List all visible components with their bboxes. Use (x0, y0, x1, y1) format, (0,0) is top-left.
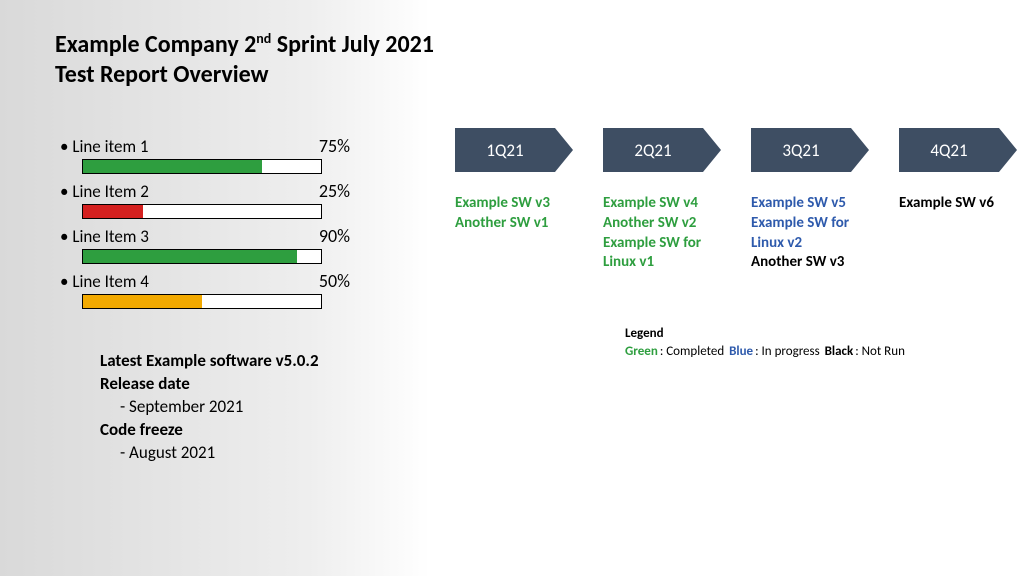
quarter-items: Example SW v3Another SW v1 (455, 194, 583, 233)
progress-bar-fill (83, 250, 297, 263)
legend-row: Green: Completed Blue: In progress Black… (625, 343, 907, 361)
release-date-value: - September 2021 (120, 396, 319, 419)
progress-bar (82, 204, 322, 219)
progress-bar-fill (83, 205, 143, 218)
release-date-label: Release date (100, 373, 319, 396)
quarter-item: Linux v2 (751, 234, 879, 253)
code-freeze-label: Code freeze (100, 419, 319, 442)
legend-label: Blue (729, 344, 753, 359)
quarter-item: Example SW v4 (603, 194, 731, 213)
quarter-label: 3Q21 (751, 128, 851, 172)
arrow-tip-icon (703, 128, 721, 172)
release-info: Latest Example software v5.0.2 Release d… (100, 350, 319, 465)
progress-percent: 50% (319, 270, 350, 292)
timeline: 1Q21 Example SW v3Another SW v1 2Q21 Exampl… (455, 128, 1024, 273)
progress-percent: 75% (319, 135, 350, 157)
quarter-column: 4Q21 Example SW v6 (899, 128, 1024, 273)
legend-meaning: : Completed (660, 344, 727, 359)
arrow-tip-icon (999, 128, 1017, 172)
quarter-item: Example SW for (603, 234, 731, 253)
quarter-item: Example SW v6 (899, 194, 1024, 213)
quarter-item: Another SW v3 (751, 253, 879, 272)
legend: Legend Green: Completed Blue: In progres… (625, 325, 907, 361)
progress-label: Line Item 4 (60, 271, 149, 292)
quarter-item: Example SW v5 (751, 194, 879, 213)
legend-meaning: : In progress (755, 344, 823, 359)
quarter-item: Another SW v1 (455, 214, 583, 233)
quarter-item: Another SW v2 (603, 214, 731, 233)
progress-list: Line item 1 75% Line Item 2 25% Line Item 3 9… (60, 135, 350, 315)
quarter-item: Linux v1 (603, 253, 731, 272)
arrow-tip-icon (555, 128, 573, 172)
legend-label: Green (625, 344, 658, 359)
title-sup: nd (256, 30, 271, 47)
progress-percent: 90% (319, 225, 350, 247)
progress-bar (82, 294, 322, 309)
title-post: Sprint July 2021 (271, 30, 434, 59)
quarter-label: 2Q21 (603, 128, 703, 172)
slide-title: Example Company 2nd Sprint July 2021 Tes… (55, 30, 434, 90)
quarter-items: Example SW v5Example SW forLinux v2Anoth… (751, 194, 879, 272)
quarter-label: 1Q21 (455, 128, 555, 172)
arrow-tip-icon (851, 128, 869, 172)
progress-bar-fill (83, 160, 262, 173)
legend-label: Black (825, 344, 854, 359)
progress-item: Line Item 2 25% (60, 180, 350, 219)
quarter-arrow: 3Q21 (751, 128, 879, 172)
quarter-item: Example SW v3 (455, 194, 583, 213)
progress-bar (82, 249, 322, 264)
progress-label: Line Item 3 (60, 226, 149, 247)
progress-label: Line Item 2 (60, 181, 149, 202)
code-freeze-value: - August 2021 (120, 442, 319, 465)
release-software: Latest Example software v5.0.2 (100, 350, 319, 373)
quarter-column: 3Q21 Example SW v5Example SW forLinux v2A… (751, 128, 879, 273)
progress-item: Line item 1 75% (60, 135, 350, 174)
quarter-arrow: 1Q21 (455, 128, 583, 172)
progress-bar-fill (83, 295, 202, 308)
progress-item: Line Item 3 90% (60, 225, 350, 264)
quarter-item: Example SW for (751, 214, 879, 233)
progress-item: Line Item 4 50% (60, 270, 350, 309)
quarter-items: Example SW v6 (899, 194, 1024, 213)
quarter-arrow: 4Q21 (899, 128, 1024, 172)
quarter-column: 1Q21 Example SW v3Another SW v1 (455, 128, 583, 273)
progress-label: Line item 1 (60, 136, 149, 157)
quarter-items: Example SW v4Another SW v2Example SW for… (603, 194, 731, 272)
title-pre: Example Company 2 (55, 30, 256, 59)
title-line2: Test Report Overview (55, 60, 434, 90)
progress-percent: 25% (319, 180, 350, 202)
quarter-arrow: 2Q21 (603, 128, 731, 172)
legend-meaning: : Not Run (855, 344, 905, 359)
quarter-column: 2Q21 Example SW v4Another SW v2Example SW… (603, 128, 731, 273)
quarter-label: 4Q21 (899, 128, 999, 172)
legend-title: Legend (625, 325, 907, 343)
progress-bar (82, 159, 322, 174)
